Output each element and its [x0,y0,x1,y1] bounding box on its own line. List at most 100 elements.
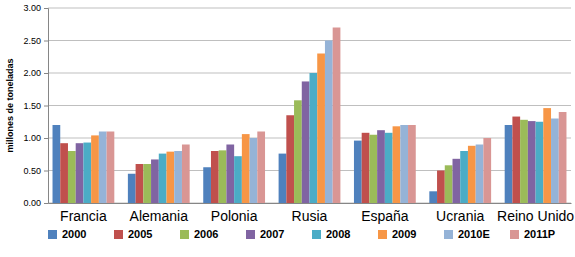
bar [452,159,460,203]
y-tick-mark [44,203,48,204]
legend-item: 2006 [180,228,218,240]
x-tick-label: Francia [60,208,107,224]
legend-swatch [246,230,255,239]
legend-item: 2011P [510,228,555,240]
bar [136,164,144,203]
x-tick: Rusia [292,203,328,224]
bar [528,121,536,203]
x-tick-label: Ucrania [436,208,484,224]
bar [310,73,318,203]
bar [128,174,136,203]
bar [53,125,61,203]
grid-line [48,8,571,9]
legend-item: 2010E [444,228,490,240]
bar [354,141,362,203]
y-tick-label: 1.00 [23,133,41,143]
bar [182,145,190,204]
y-tick-mark [44,106,48,107]
y-axis-title: millones de toneladas [5,58,15,152]
y-tick: 2.50 [23,36,48,46]
bar-series [76,81,536,203]
bar [76,143,84,203]
bars [53,28,567,204]
bar [460,151,468,203]
x-axis: Francia Alemania Polonia Rusia España Ucrania… [49,203,575,224]
bar [385,133,393,203]
legend-item: 2000 [48,228,86,240]
bar [559,112,567,203]
bar [167,152,175,203]
bar [99,132,107,204]
legend-label: 2008 [326,228,350,240]
legend-label: 2011P [524,228,555,240]
bar-series [107,28,567,204]
y-tick: 3.00 [23,3,48,13]
bar [211,151,219,203]
legend-label: 2000 [62,228,86,240]
legend-label: 2006 [194,228,218,240]
grid [48,8,571,203]
legend: 2000 2005 2006 2007 2008 2009 2010E 2011P [48,228,555,240]
x-tick-label: Polonia [211,208,258,224]
y-tick-label: 2.50 [23,36,41,46]
x-tick: Alemania [130,203,189,224]
x-tick-label: Reino Unido [497,208,574,224]
legend-label: 2005 [128,228,152,240]
bar [174,151,182,203]
bar [393,126,401,203]
legend-item: 2005 [114,228,152,240]
legend-swatch [114,230,123,239]
legend-item: 2009 [378,228,416,240]
y-axis: 0.00 0.50 1.00 1.50 2.00 2.50 3.00 [23,3,48,208]
bar [536,122,544,203]
legend-swatch [312,230,321,239]
legend-swatch [48,230,57,239]
y-tick: 2.00 [23,68,48,78]
bar [83,143,91,203]
y-tick-label: 1.50 [23,101,41,111]
legend-swatch [378,230,387,239]
bar [400,125,408,203]
bar [242,134,250,203]
legend-label: 2010E [458,228,490,240]
y-tick-mark [44,138,48,139]
y-tick-label: 0.00 [23,198,41,208]
bar [317,54,325,204]
bar [520,120,528,203]
bar [143,164,151,203]
x-tick: Polonia [211,203,258,224]
bar [445,165,453,203]
x-axis-line [49,203,572,204]
bar [408,125,416,203]
bar [279,154,287,203]
bar [505,125,513,203]
bar [226,145,234,204]
x-tick-label: Alemania [130,208,189,224]
bar [551,119,559,204]
bar-series [53,125,513,203]
bar-series [60,115,520,203]
bar [476,145,484,204]
y-tick-mark [44,41,48,42]
bar [543,108,551,203]
x-tick: España [361,203,409,224]
bar [483,138,491,203]
legend-label: 2007 [260,228,284,240]
bar [203,167,211,203]
legend-label: 2009 [392,228,416,240]
bar [91,135,99,203]
legend-swatch [510,230,519,239]
chart: 0.00 0.50 1.00 1.50 2.00 2.50 3.00 Francia Alema… [0,0,575,257]
bar [512,117,520,203]
bar [302,81,310,203]
legend-swatch [180,230,189,239]
x-tick: Ucrania [436,203,484,224]
y-tick: 0.50 [23,166,48,176]
bar [257,132,265,204]
y-tick-mark [44,8,48,9]
y-tick-mark [44,73,48,74]
bar [286,115,294,203]
bar [151,159,159,203]
bar-series [91,54,551,204]
bar-series [99,41,559,204]
